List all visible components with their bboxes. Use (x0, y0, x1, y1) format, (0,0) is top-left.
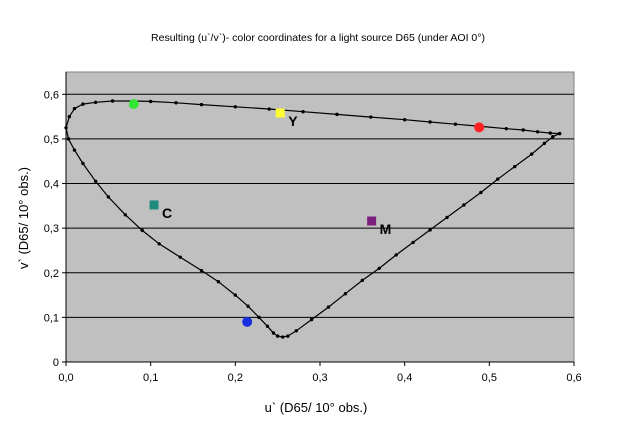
locus-marker (496, 177, 500, 181)
locus-marker (140, 228, 144, 233)
locus-marker (557, 131, 562, 136)
locus-marker (64, 126, 68, 130)
locus-marker (281, 335, 285, 339)
color-point (474, 122, 485, 133)
locus-marker (123, 213, 127, 217)
color-point (242, 316, 253, 327)
locus-marker (72, 106, 77, 111)
x-tick-label: 0,3 (312, 372, 327, 384)
x-tick-label: 0,4 (397, 372, 412, 384)
color-point (149, 200, 159, 210)
locus-marker (462, 203, 466, 207)
locus-marker (265, 324, 270, 329)
plot-area (65, 71, 575, 363)
locus-marker (542, 141, 547, 146)
x-tick-label: 0,0 (58, 372, 73, 384)
locus-marker (157, 242, 161, 246)
locus-marker (479, 190, 483, 195)
x-tick-label: 0,6 (566, 372, 581, 384)
locus-marker (148, 99, 153, 104)
locus-marker (271, 331, 276, 335)
locus-marker (394, 253, 398, 257)
locus-marker (343, 292, 348, 296)
locus-marker (428, 228, 432, 232)
locus-marker (309, 317, 314, 322)
locus-marker (529, 152, 534, 156)
y-tick-label: 0,5 (44, 134, 59, 146)
locus-marker (551, 134, 555, 139)
locus-marker (535, 130, 540, 134)
locus-marker (199, 102, 204, 107)
locus-marker (369, 115, 373, 119)
point-label: Y (288, 113, 298, 129)
locus-marker (326, 305, 331, 309)
locus-marker (93, 100, 98, 105)
locus-marker (233, 105, 238, 109)
locus-marker (199, 268, 204, 273)
color-point (128, 99, 139, 110)
locus-marker (521, 128, 525, 132)
locus-marker (513, 164, 517, 169)
locus-marker (233, 293, 238, 297)
y-tick-label: 0,3 (44, 223, 59, 235)
x-tick-label: 0,5 (482, 372, 497, 384)
color-point (367, 216, 377, 226)
locus-marker (66, 137, 71, 141)
locus-marker (67, 114, 72, 119)
locus-marker (246, 304, 250, 308)
y-tick-label: 0,1 (44, 312, 59, 324)
point-label: M (380, 221, 392, 237)
locus-marker (428, 120, 432, 124)
locus-marker (504, 126, 508, 131)
locus-marker (110, 99, 115, 103)
locus-marker (301, 110, 305, 114)
locus-marker (72, 148, 77, 152)
tick-labels: 0 0,1 0,2 0,3 0,4 0,5 0,6 0,0 0,1 0,2 0,3 0,4 0,5 0,6 (44, 89, 582, 384)
axes (62, 72, 575, 366)
locus-marker (81, 161, 85, 166)
locus-marker (377, 266, 381, 271)
locus-marker (411, 240, 415, 245)
x-tick-label: 0,2 (228, 372, 243, 384)
locus-marker (174, 101, 178, 105)
chart-title: Resulting (u`/v`)- color coordinates for… (151, 32, 485, 44)
locus-marker (548, 131, 552, 135)
locus-marker (402, 118, 407, 122)
locus-marker (93, 179, 98, 184)
x-axis-label: u` (D65/ 10° obs.) (265, 400, 368, 415)
locus-marker (286, 334, 290, 338)
locus-marker (335, 112, 339, 117)
point-label: C (162, 205, 172, 221)
locus-marker (267, 107, 271, 111)
x-tick-label: 0,1 (143, 372, 158, 384)
y-tick-label: 0 (53, 357, 59, 369)
grid (66, 93, 574, 318)
y-axis-label: v` (D65/ 10° obs.) (16, 167, 31, 269)
y-tick-label: 0,6 (44, 89, 59, 101)
color-point (275, 108, 285, 118)
data-points: Y C M (128, 99, 485, 327)
locus-marker (257, 315, 261, 320)
locus-marker (81, 102, 85, 106)
locus-marker (275, 334, 280, 338)
locus-marker (294, 329, 298, 333)
y-tick-label: 0,2 (44, 268, 59, 280)
locus-marker (445, 215, 449, 220)
locus-marker (360, 278, 365, 283)
locus-marker (106, 195, 111, 199)
locus-marker (216, 279, 221, 284)
y-tick-label: 0,4 (44, 179, 59, 191)
locus-marker (178, 255, 182, 259)
locus-marker (453, 122, 458, 126)
